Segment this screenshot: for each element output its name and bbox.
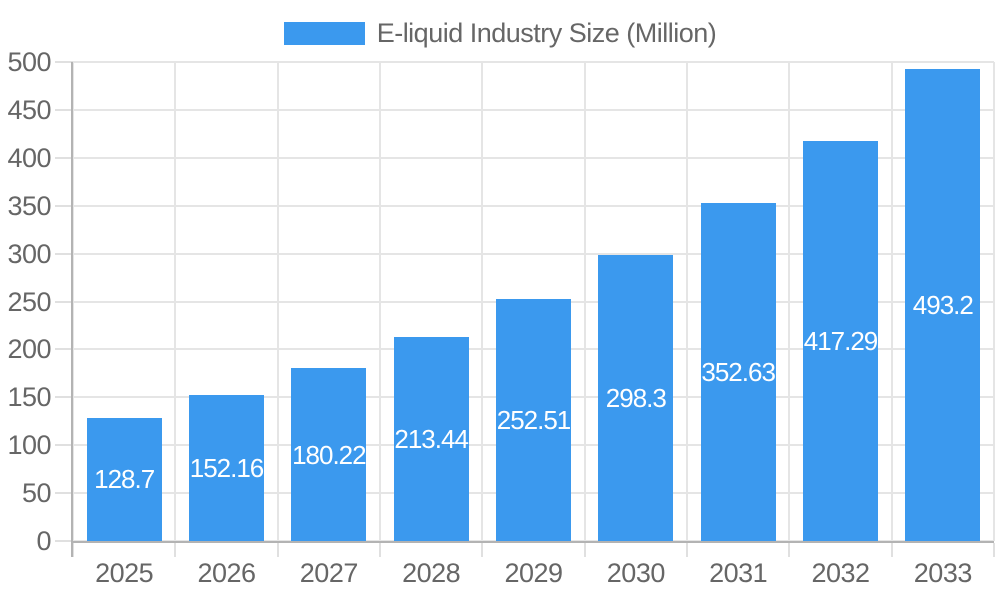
gridline-vertical (174, 62, 177, 541)
y-axis-tick-label: 150 (7, 382, 51, 413)
bar-value-label: 213.44 (394, 423, 469, 454)
gridline-horizontal (73, 252, 994, 255)
gridline-vertical (379, 62, 381, 541)
x-axis-tick-label: 2031 (709, 558, 768, 588)
bar-2027[interactable]: 180.22 (291, 368, 367, 541)
y-axis-tick (55, 492, 73, 495)
bar-value-label: 352.63 (701, 357, 776, 388)
x-axis-tick-label: 2028 (402, 558, 461, 588)
y-axis-tick-label: 450 (7, 94, 51, 125)
x-axis-tick (890, 543, 893, 557)
bar-value-label: 493.2 (912, 289, 974, 320)
y-axis-tick (55, 348, 73, 351)
gridline-vertical (72, 62, 74, 541)
x-axis-tick (174, 543, 177, 557)
x-axis-tick (72, 543, 74, 557)
x-axis-tick (481, 543, 484, 557)
bar-2030[interactable]: 298.3 (598, 255, 674, 541)
y-axis-tick (55, 396, 73, 399)
y-axis-tick (55, 61, 73, 63)
gridline-vertical (993, 62, 995, 541)
bar-2032[interactable]: 417.29 (803, 141, 878, 541)
bar-value-label: 298.3 (605, 383, 667, 414)
x-axis-tick-label: 2030 (606, 558, 666, 588)
legend: E-liquid Industry Size (Million) (0, 18, 1000, 49)
x-axis-tick-label: 2026 (197, 558, 256, 588)
y-axis-tick (55, 540, 73, 542)
bar-2028[interactable]: 213.44 (393, 336, 469, 541)
bar-value-label: 152.16 (189, 453, 265, 484)
x-axis-tick-label: 2029 (504, 558, 563, 588)
bar-value-label: 180.22 (292, 439, 367, 470)
x-axis-tick (993, 543, 995, 557)
x-axis-tick-label: 2025 (95, 558, 154, 588)
gridline-horizontal (73, 156, 994, 159)
x-axis-tick (686, 543, 688, 557)
y-axis-tick (55, 156, 73, 159)
bar-2026[interactable]: 152.16 (189, 395, 264, 541)
x-axis-tick-label: 2027 (299, 558, 359, 588)
y-axis-tick-label: 200 (7, 334, 51, 365)
gridline-vertical (890, 62, 893, 541)
gridline-vertical (788, 62, 791, 541)
bar-2029[interactable]: 252.51 (496, 299, 571, 541)
bar-value-label: 252.51 (496, 405, 572, 436)
legend-swatch-icon (283, 22, 365, 45)
y-axis-tick (55, 204, 73, 207)
y-axis-tick-label: 100 (7, 430, 51, 461)
x-axis-tick-label: 2032 (811, 558, 870, 588)
y-axis-tick-label: 0 (36, 526, 51, 556)
x-axis-tick (379, 543, 381, 557)
gridline-horizontal (73, 108, 994, 111)
gridline-horizontal (73, 204, 994, 207)
y-axis-tick-label: 300 (7, 238, 51, 269)
gridline-vertical (583, 62, 586, 541)
y-axis-tick (55, 300, 73, 303)
legend-item[interactable]: E-liquid Industry Size (Million) (283, 18, 717, 49)
y-axis-tick (55, 252, 73, 255)
x-axis-tick (276, 543, 279, 557)
gridline-horizontal (73, 61, 994, 63)
y-axis-tick-label: 400 (7, 142, 51, 173)
y-axis-line (71, 62, 73, 557)
y-axis-tick-label: 50 (21, 478, 52, 509)
x-axis-line (71, 541, 994, 543)
y-axis-tick (55, 444, 73, 447)
gridline-vertical (481, 62, 484, 541)
x-axis-tick (788, 543, 791, 557)
y-axis-tick (55, 108, 73, 111)
y-axis-tick-label: 250 (7, 286, 51, 317)
y-axis-tick-label: 500 (7, 47, 51, 77)
legend-label: E-liquid Industry Size (Million) (376, 18, 717, 48)
bar-value-label: 417.29 (803, 326, 879, 357)
gridline-vertical (276, 62, 279, 541)
plot-area: 0 50 100 150 200 250 300 350 400 450 500 128.7 2025 1… (7, 47, 995, 588)
bar-2025[interactable]: 128.7 (86, 417, 162, 541)
x-axis-tick-label: 2033 (913, 558, 973, 588)
y-axis-tick-label: 350 (7, 190, 51, 221)
gridline-vertical (686, 62, 688, 541)
bar-2033[interactable]: 493.2 (905, 68, 981, 541)
x-axis-tick (583, 543, 586, 557)
bar-value-label: 128.7 (94, 464, 155, 495)
bar-2031[interactable]: 352.63 (700, 203, 776, 541)
